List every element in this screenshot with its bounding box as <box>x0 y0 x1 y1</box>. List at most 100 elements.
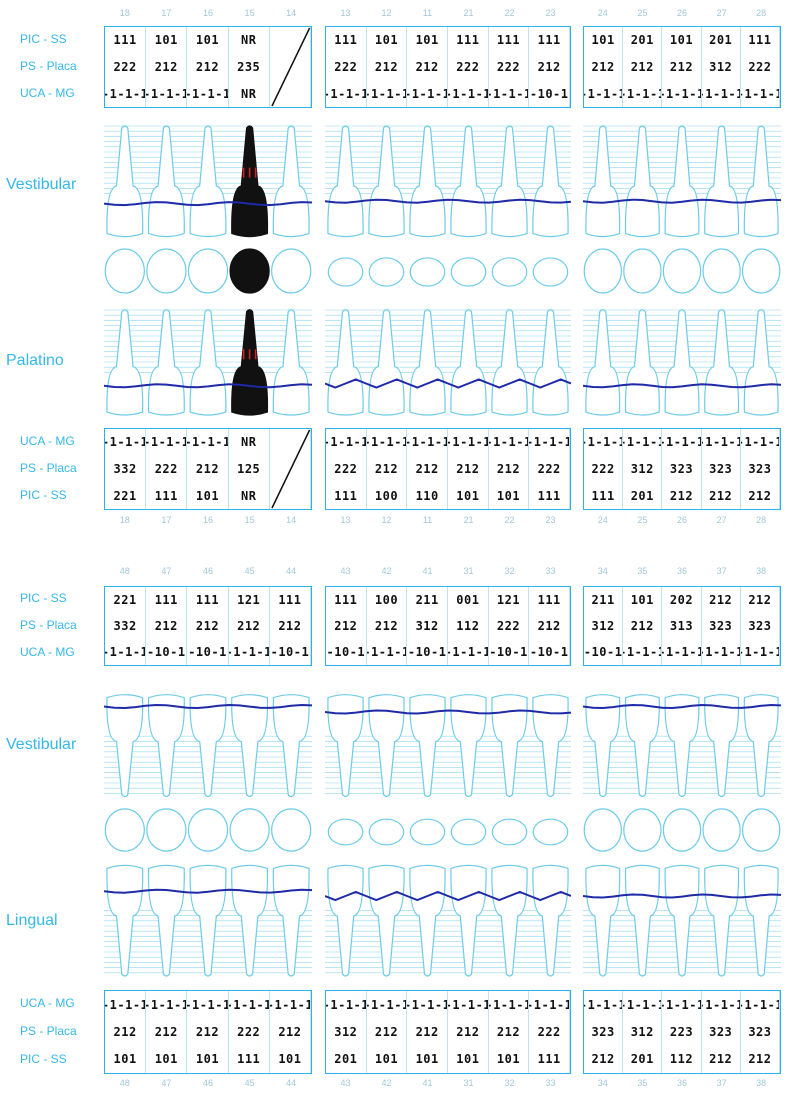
measurement-cell[interactable]: 111 <box>187 587 229 613</box>
measurement-cell[interactable]: 222 <box>489 53 530 81</box>
measurement-cell[interactable]: 212 <box>146 612 188 639</box>
measurement-cell[interactable]: 101 <box>662 27 702 54</box>
measurement-cell[interactable]: 201 <box>326 1045 367 1073</box>
measurement-cell[interactable]: 101 <box>448 482 489 509</box>
measurement-cell[interactable]: 222 <box>326 53 367 81</box>
measurement-cell[interactable]: -1-1-1 <box>662 638 702 665</box>
measurement-cell[interactable]: 112 <box>662 1045 702 1073</box>
measurement-cell[interactable]: 212 <box>270 612 312 639</box>
measurement-cell[interactable]: 101 <box>489 482 530 509</box>
measurement-cell[interactable]: -1-1-1 <box>489 429 530 456</box>
measurement-cell[interactable]: 212 <box>662 53 702 81</box>
measurement-cell[interactable]: -1-1-1 <box>662 80 702 107</box>
measurement-cell[interactable]: 212 <box>229 612 270 639</box>
measurement-cell[interactable]: -1-1-1 <box>105 429 147 456</box>
measurement-cell[interactable]: 111 <box>326 482 367 509</box>
measurement-cell[interactable]: 212 <box>105 1018 147 1046</box>
measurement-cell[interactable]: 323 <box>662 455 702 483</box>
measurement-cell[interactable]: 111 <box>584 482 624 509</box>
measurement-cell[interactable]: 121 <box>489 587 530 613</box>
measurement-cell[interactable]: 111 <box>529 587 571 613</box>
measurement-cell[interactable]: -1-1-1 <box>367 991 408 1019</box>
measurement-cell[interactable]: 222 <box>529 455 571 483</box>
measurement-cell[interactable]: 101 <box>187 27 229 54</box>
measurement-cell[interactable]: 312 <box>584 612 624 639</box>
measurement-cell[interactable]: 222 <box>489 612 530 639</box>
measurement-cell[interactable]: 201 <box>623 1045 663 1073</box>
measurement-cell[interactable]: 101 <box>146 27 188 54</box>
measurement-cell[interactable]: -1-1-1 <box>448 429 489 456</box>
measurement-cell[interactable]: 212 <box>702 482 741 509</box>
measurement-cell[interactable]: 101 <box>407 1045 449 1073</box>
measurement-cell[interactable]: 111 <box>229 1045 270 1073</box>
measurement-cell[interactable]: NR <box>229 27 270 54</box>
measurement-cell[interactable]: 212 <box>187 53 229 81</box>
measurement-cell[interactable]: 201 <box>623 27 663 54</box>
measurement-cell[interactable]: 323 <box>741 455 781 483</box>
measurement-cell[interactable]: 222 <box>326 455 367 483</box>
measurement-cell[interactable]: 111 <box>270 587 312 613</box>
measurement-cell[interactable]: 212 <box>448 1018 489 1046</box>
measurement-cell[interactable]: -10-1 <box>187 638 229 665</box>
measurement-cell[interactable]: -1-1-1 <box>584 429 624 456</box>
measurement-cell[interactable]: -1-1-1 <box>367 80 408 107</box>
measurement-cell[interactable]: 101 <box>187 1045 229 1073</box>
measurement-cell[interactable] <box>270 80 312 107</box>
measurement-cell[interactable]: 111 <box>529 27 571 54</box>
measurement-cell[interactable]: -1-1-1 <box>448 638 489 665</box>
measurement-cell[interactable]: -1-1-1 <box>623 429 663 456</box>
measurement-cell[interactable]: -1-1-1 <box>702 429 741 456</box>
measurement-cell[interactable]: 101 <box>187 482 229 509</box>
measurement-cell[interactable]: -1-1-1 <box>529 429 571 456</box>
measurement-cell[interactable]: 222 <box>584 455 624 483</box>
measurement-cell[interactable]: NR <box>229 80 270 107</box>
measurement-cell[interactable]: 312 <box>326 1018 367 1046</box>
measurement-cell[interactable]: 332 <box>105 612 147 639</box>
measurement-cell[interactable]: -1-1-1 <box>741 429 781 456</box>
measurement-cell[interactable]: 201 <box>623 482 663 509</box>
measurement-cell[interactable]: 212 <box>623 53 663 81</box>
measurement-cell[interactable]: -1-1-1 <box>489 991 530 1019</box>
measurement-cell[interactable]: 221 <box>105 587 147 613</box>
measurement-cell[interactable]: 211 <box>584 587 624 613</box>
measurement-cell[interactable]: -1-1-1 <box>229 991 270 1019</box>
measurement-cell[interactable]: -10-1 <box>407 638 449 665</box>
measurement-cell[interactable]: -1-1-1 <box>105 80 147 107</box>
measurement-cell[interactable]: 212 <box>623 612 663 639</box>
measurement-cell[interactable]: 312 <box>623 1018 663 1046</box>
measurement-cell[interactable]: -1-1-1 <box>407 991 449 1019</box>
measurement-cell[interactable]: -10-1 <box>584 638 624 665</box>
measurement-cell[interactable]: 111 <box>146 482 188 509</box>
measurement-cell[interactable]: -1-1-1 <box>702 80 741 107</box>
measurement-cell[interactable]: 222 <box>105 53 147 81</box>
measurement-cell[interactable]: 212 <box>367 53 408 81</box>
measurement-cell[interactable]: 223 <box>662 1018 702 1046</box>
measurement-cell[interactable]: -1-1-1 <box>662 991 702 1019</box>
measurement-cell[interactable]: -1-1-1 <box>489 80 530 107</box>
measurement-cell[interactable]: 101 <box>146 1045 188 1073</box>
measurement-cell[interactable] <box>270 455 312 483</box>
measurement-cell[interactable]: 101 <box>623 587 663 613</box>
measurement-cell[interactable]: 212 <box>489 1018 530 1046</box>
measurement-cell[interactable]: 121 <box>229 587 270 613</box>
measurement-cell[interactable]: 101 <box>105 1045 147 1073</box>
measurement-cell[interactable]: -1-1-1 <box>326 991 367 1019</box>
measurement-cell[interactable]: 100 <box>367 587 408 613</box>
measurement-cell[interactable]: 323 <box>702 455 741 483</box>
measurement-cell[interactable]: 101 <box>489 1045 530 1073</box>
measurement-cell[interactable]: 111 <box>448 27 489 54</box>
measurement-cell[interactable]: -1-1-1 <box>326 429 367 456</box>
measurement-cell[interactable]: 101 <box>584 27 624 54</box>
measurement-cell[interactable]: 212 <box>741 482 781 509</box>
measurement-cell[interactable]: 201 <box>702 27 741 54</box>
measurement-cell[interactable]: 312 <box>623 455 663 483</box>
measurement-cell[interactable]: -1-1-1 <box>623 80 663 107</box>
measurement-cell[interactable]: 212 <box>741 1045 781 1073</box>
measurement-cell[interactable]: -1-1-1 <box>407 80 449 107</box>
measurement-cell[interactable]: 212 <box>529 612 571 639</box>
measurement-cell[interactable]: 101 <box>270 1045 312 1073</box>
measurement-cell[interactable]: -1-1-1 <box>187 429 229 456</box>
measurement-cell[interactable]: 111 <box>489 27 530 54</box>
measurement-cell[interactable]: 212 <box>270 1018 312 1046</box>
measurement-cell[interactable]: 111 <box>326 587 367 613</box>
